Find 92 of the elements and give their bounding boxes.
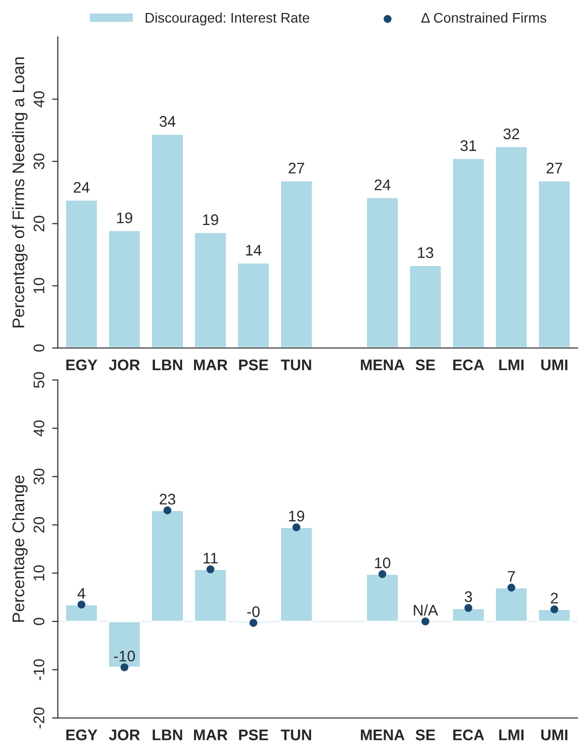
data-label: 19	[203, 214, 218, 226]
point	[292, 523, 300, 532]
legend-label: Discouraged: Interest Rate	[146, 12, 310, 26]
data-label: 14	[246, 244, 262, 256]
bar	[150, 510, 184, 622]
data-label: 32	[503, 128, 520, 140]
bar	[64, 199, 98, 348]
y-tick-label: 40	[34, 91, 44, 108]
x-tick-label: JOR	[108, 730, 140, 740]
x-tick-label: TUN	[280, 730, 312, 740]
x-tick-label: EGY	[66, 730, 98, 740]
x-tick-label: PSE	[239, 360, 268, 370]
bar	[64, 604, 98, 622]
x-tick-label: SE	[416, 360, 435, 370]
x-tick-label: UMI	[541, 360, 568, 370]
data-label: 2	[550, 592, 558, 604]
bar	[408, 264, 442, 348]
x-tick-label: ECA	[453, 360, 484, 370]
x-tick-label: ECA	[453, 730, 484, 740]
point	[507, 584, 516, 592]
bar	[538, 608, 572, 622]
point	[77, 600, 86, 608]
data-label: 27	[288, 162, 304, 174]
y-tick-label: 50	[34, 372, 44, 388]
x-tick-label: MENA	[360, 730, 404, 740]
bar	[366, 573, 400, 622]
x-tick-label: SE	[416, 730, 435, 740]
x-tick-label: EGY	[66, 360, 98, 370]
point	[249, 618, 258, 627]
bar	[236, 262, 270, 348]
y-tick-label: 40	[34, 420, 44, 436]
bar	[194, 232, 228, 348]
data-label: -10	[114, 650, 135, 662]
data-label: 10	[375, 557, 390, 568]
point	[120, 663, 128, 672]
data-label: 34	[160, 116, 176, 127]
point	[464, 604, 472, 612]
x-tick-label: MAR	[194, 730, 228, 740]
y-tick-label: 10	[34, 565, 44, 580]
bar	[280, 180, 314, 348]
x-tick-label: TUN	[280, 360, 312, 370]
bar	[494, 586, 528, 622]
bar	[366, 196, 400, 348]
data-label: N/A	[414, 604, 438, 616]
x-tick-label: LMI	[499, 730, 524, 740]
x-tick-label: LBN	[152, 360, 182, 370]
bar	[108, 230, 142, 348]
y-tick-label: -10	[34, 659, 44, 680]
x-tick-label: PSE	[239, 730, 268, 740]
y-axis-title: Percentage of Firms Needing a Loan	[12, 57, 28, 328]
data-label: 7	[508, 571, 515, 582]
point	[550, 605, 558, 614]
x-tick-label: LBN	[152, 730, 182, 740]
data-label: 24	[374, 179, 390, 190]
data-label: 19	[289, 510, 304, 522]
point	[163, 506, 172, 514]
data-label: -0	[247, 606, 260, 618]
data-label: 13	[418, 247, 434, 258]
data-label: 3	[464, 591, 472, 602]
bar	[538, 180, 572, 348]
bar	[494, 146, 528, 348]
y-axis-title: Percentage Change	[12, 476, 28, 622]
y-tick-label: 0	[34, 344, 44, 352]
x-tick-label: MENA	[360, 360, 404, 370]
data-label: 11	[204, 552, 218, 564]
bar	[194, 568, 228, 622]
y-tick-label: 30	[34, 154, 44, 170]
x-tick-label: MAR	[194, 360, 228, 370]
y-tick-label: 20	[34, 516, 44, 533]
y-tick-label: -20	[34, 708, 44, 728]
bar	[108, 620, 142, 668]
data-label: 4	[78, 588, 86, 599]
y-tick-label: 20	[34, 216, 44, 232]
y-tick-label: 0	[34, 618, 44, 626]
bar	[150, 133, 184, 348]
point	[206, 565, 214, 574]
x-tick-label: UMI	[541, 730, 568, 740]
point	[421, 617, 430, 626]
data-label: 23	[160, 494, 176, 505]
bar	[452, 608, 486, 622]
data-label: 27	[546, 162, 562, 174]
data-label: 24	[74, 182, 90, 193]
x-tick-label: JOR	[108, 360, 140, 370]
x-tick-label: LMI	[499, 360, 524, 370]
y-tick-label: 10	[34, 278, 44, 294]
bar	[452, 158, 486, 348]
point	[378, 570, 386, 578]
data-label: 19	[117, 212, 132, 224]
y-tick-label: 30	[34, 468, 44, 484]
legend-label: Δ Constrained Firms	[421, 12, 546, 23]
bar	[280, 526, 314, 622]
data-label: 31	[460, 140, 476, 152]
